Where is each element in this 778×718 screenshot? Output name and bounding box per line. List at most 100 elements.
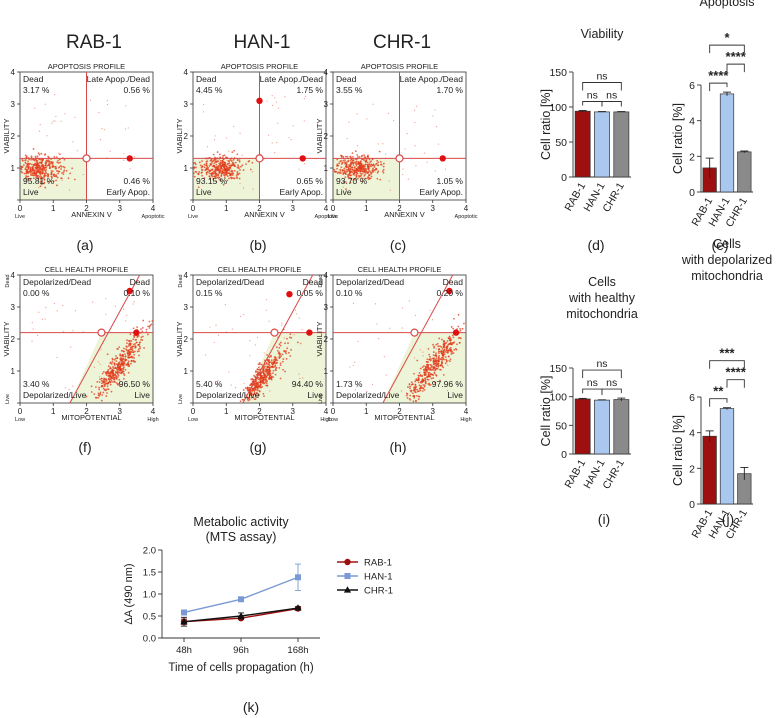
x-tick-label: 96h (233, 645, 249, 656)
scatter-outlier (239, 132, 241, 134)
scatter-point (423, 371, 426, 374)
scatter-point (340, 166, 343, 169)
scatter-point (63, 169, 66, 172)
scatter-point (253, 384, 256, 387)
scatter-point (242, 398, 245, 401)
scatter-point (33, 170, 35, 173)
series-line-han-1 (183, 576, 299, 614)
scatter-point (257, 363, 260, 366)
y-tick-label: 2 (184, 132, 189, 141)
y-tick-label: 3 (11, 303, 16, 312)
scatter-outlier (32, 328, 34, 330)
quadrant-tr-value: 0.56 % (124, 85, 151, 95)
scatter-point (112, 381, 114, 383)
scatter-outlier (213, 341, 215, 344)
scatter-point (219, 163, 222, 166)
scatter-point (38, 172, 41, 175)
scatter-outlier (274, 152, 276, 154)
scatter-point (95, 396, 98, 399)
scatter-point (118, 346, 121, 349)
scatter-point (427, 348, 430, 350)
scatter-point (453, 341, 456, 343)
scatter-point (134, 345, 136, 348)
scatter-point (228, 169, 231, 172)
y-tick-label: 4 (689, 428, 695, 440)
scatter-point (126, 349, 128, 352)
scatter-point (421, 381, 424, 384)
scatter-point (349, 181, 352, 184)
scatter-point (39, 171, 42, 174)
scatter-point (69, 172, 72, 175)
y-tick-label: 2.0 (143, 546, 156, 557)
scatter-outlier (64, 387, 66, 389)
scatter-point (355, 163, 358, 166)
scatter-point (382, 168, 385, 171)
x-tick-label: 0 (191, 204, 196, 213)
scatter-point (463, 322, 465, 325)
scatter-outlier (54, 94, 56, 96)
scatter-point (421, 379, 424, 382)
panel-title: APOPTOSIS PROFILE (48, 62, 125, 71)
x-axis-label: ANNEXIN V (384, 210, 424, 219)
significance-bracket (582, 82, 622, 91)
scatter-outlier (100, 348, 102, 351)
scatter-point (114, 357, 117, 360)
scatter-point (147, 325, 149, 328)
x-tick-label: 0 (331, 407, 336, 416)
scatter-point (222, 154, 225, 157)
scatter-outlier (393, 119, 395, 122)
scatter-outlier (349, 366, 351, 368)
scatter-outlier (422, 351, 424, 353)
scatter-point (347, 175, 349, 178)
scatter-point (434, 367, 437, 370)
scatter-point (448, 337, 451, 340)
scatter-point (347, 169, 349, 171)
legend-marker (344, 558, 351, 566)
live-region (333, 158, 400, 200)
scatter-point (424, 369, 427, 372)
scatter-point (124, 368, 127, 371)
significance-bracket (726, 63, 745, 73)
scatter-point (254, 375, 257, 378)
scatter-point (206, 166, 209, 168)
scatter-point (217, 160, 220, 163)
scatter-point (238, 172, 241, 175)
scatter-point (255, 388, 257, 391)
scatter-point (278, 357, 281, 360)
scatter-point (344, 163, 347, 165)
scatter-point (98, 381, 101, 383)
scatter-point (151, 320, 154, 322)
scatter-point (27, 172, 30, 175)
scatter-point (54, 175, 57, 178)
gate-marker (439, 155, 446, 162)
scatter-point (237, 173, 240, 176)
scatter-point (248, 386, 251, 389)
scatter-outlier (123, 159, 125, 161)
scatter-point (133, 353, 136, 356)
y-axis-label: VIABILITY (2, 118, 11, 153)
scatter-point (355, 170, 358, 172)
scatter-point (363, 174, 366, 177)
scatter-point (51, 176, 53, 179)
scatter-outlier (342, 186, 345, 188)
significance-label: **** (708, 68, 729, 83)
scatter-point (127, 345, 130, 347)
scatter-point (279, 353, 282, 355)
scatter-point (266, 365, 269, 368)
scatter-point (36, 160, 39, 162)
scatter-point (421, 366, 424, 369)
x-tick-label: 2 (397, 407, 402, 416)
scatter-outlier (355, 380, 357, 382)
scatter-point (232, 172, 234, 175)
scatter-point (115, 371, 118, 374)
scatter-point (28, 158, 31, 161)
scatter-point (438, 354, 440, 357)
scatter-point (369, 177, 372, 180)
scatter-point (131, 347, 134, 350)
scatter-outlier (74, 310, 77, 312)
scatter-point (449, 348, 452, 351)
scatter-point (100, 399, 103, 402)
scatter-outlier (57, 170, 59, 172)
scatter-outlier (217, 334, 220, 336)
scatter-outlier (389, 189, 391, 191)
